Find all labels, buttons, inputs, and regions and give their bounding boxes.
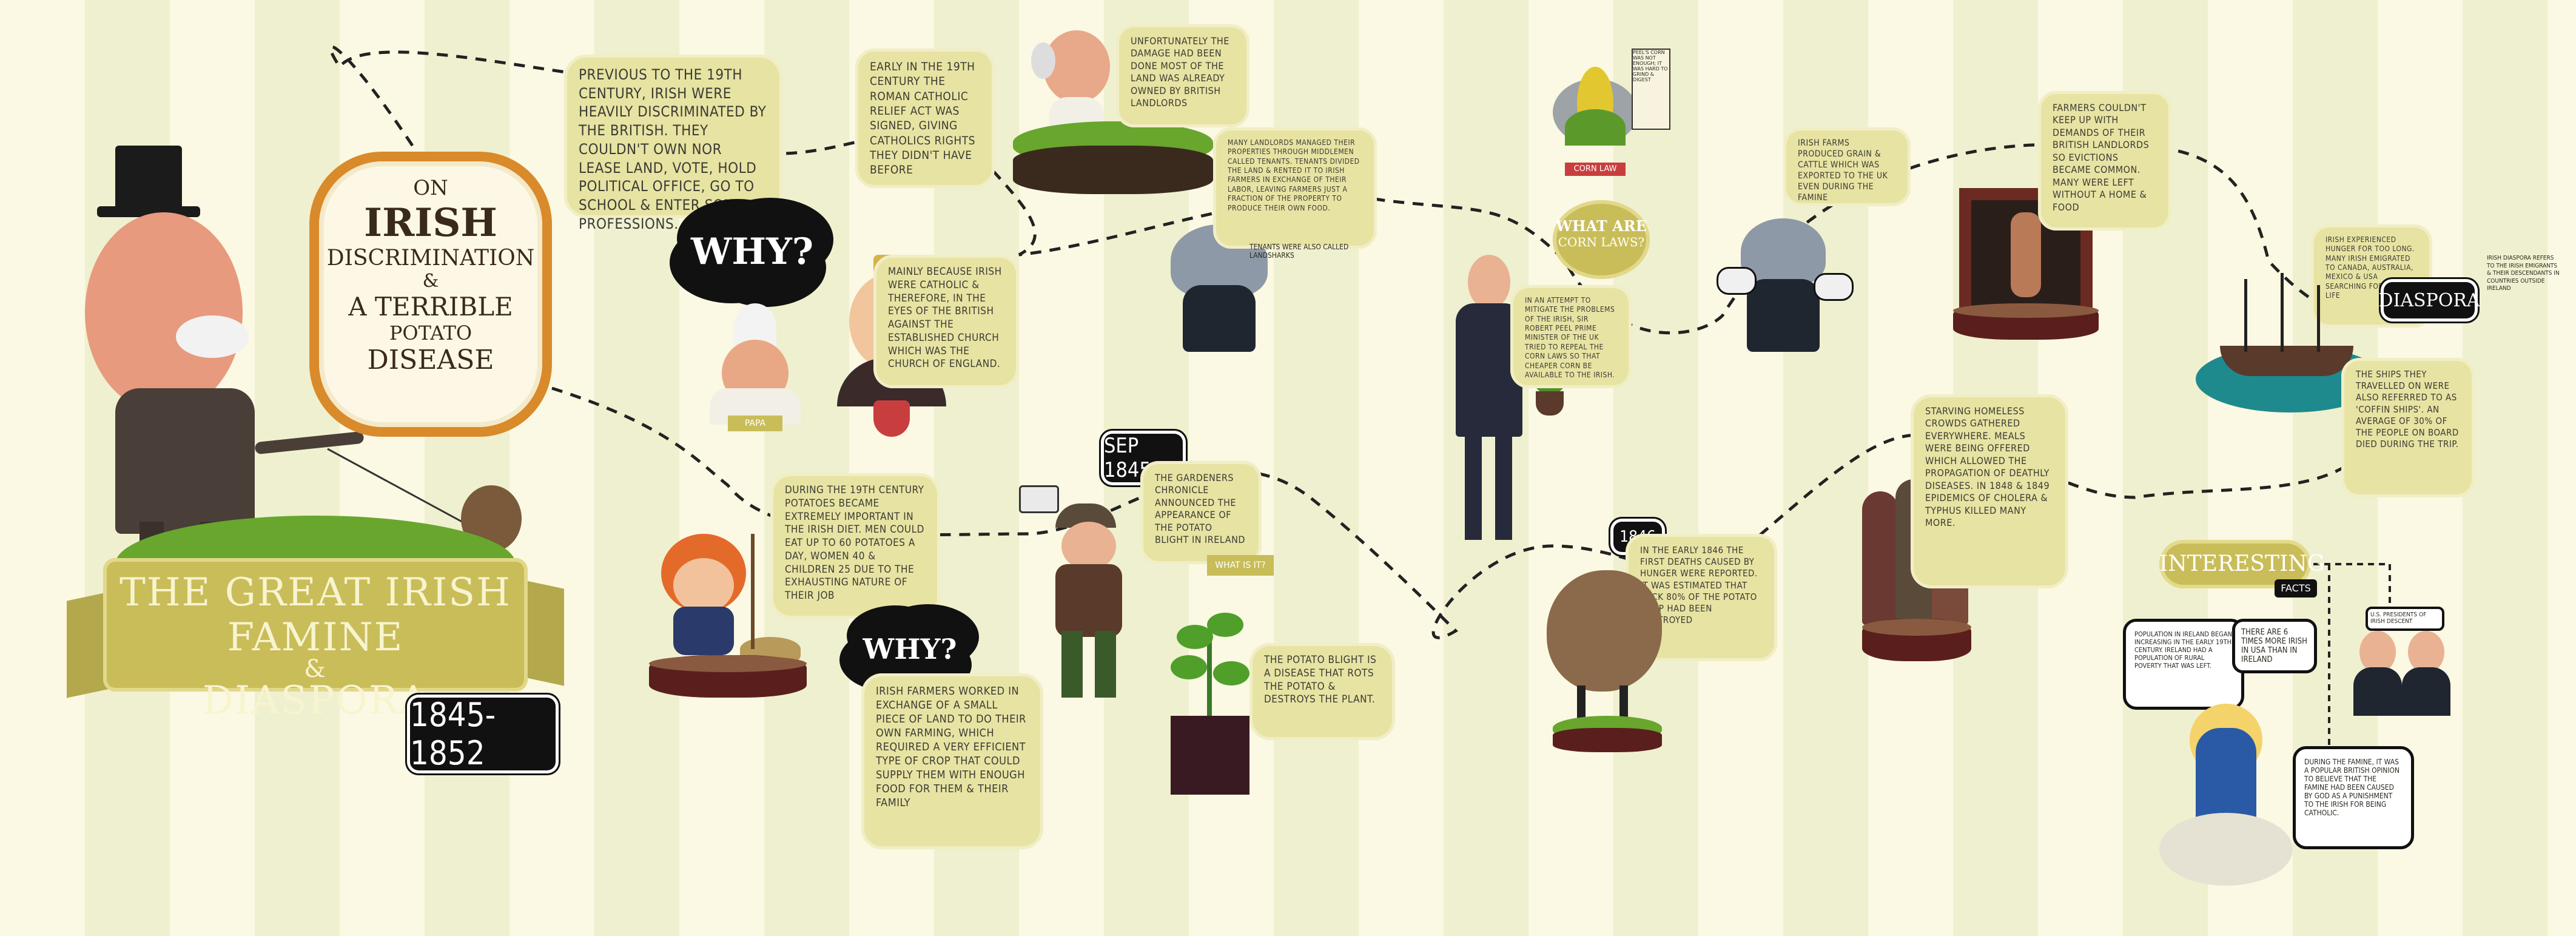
facts-tag: FACTS — [2275, 579, 2317, 598]
presidents-figures — [2353, 631, 2450, 728]
subtitle-frame: ON IRISH DISCRIMINATION & A TERRIBLE POT… — [309, 152, 552, 437]
note-tenants-sharks: TENANTS WERE ALSO CALLED LANDSHARKS — [1249, 243, 1349, 260]
pope-figure: PAPA — [710, 303, 807, 431]
fact-card-1: POPULATION IN IRELAND BEGAN INCREASING I… — [2123, 619, 2244, 710]
landlord-head — [85, 212, 243, 412]
note-attempt: IN AN ATTEMPT TO MITIGATE THE PROBLEMS O… — [1510, 285, 1632, 388]
subtitle-amp: & — [422, 271, 439, 292]
title-line1: THE GREAT IRISH FAMINE — [119, 570, 511, 660]
corn-newspaper-note: PEEL'S CORN WAS NOT ENOUGH; IT WAS HARD … — [1632, 49, 1670, 130]
diaspora-title: DIASPORA — [2378, 282, 2480, 318]
note-farmers-worked: IRISH FARMERS WORKED IN EXCHANGE OF A SM… — [861, 673, 1043, 849]
subtitle-discrimination: DISCRIMINATION — [326, 246, 535, 271]
note-farms-produced: IRISH FARMS PRODUCED GRAIN & CATTLE WHIC… — [1783, 127, 1911, 206]
subtitle-on: ON — [413, 176, 448, 200]
leash-line — [327, 448, 474, 529]
title-line2: DIASPORA — [202, 678, 429, 723]
farmer-figure — [1019, 485, 1140, 704]
why-cloud-1: WHY? — [685, 206, 819, 297]
sep-1845-tag: SEP 1845 — [1104, 434, 1183, 482]
cow-icon — [1717, 267, 1757, 295]
title-years: 1845-1852 — [410, 696, 556, 772]
title-amp: & — [304, 655, 327, 683]
banner-what-are: WHAT ARE — [1555, 217, 1647, 235]
fact-card-4: DURING THE FAMINE, IT WAS A POPULAR BRIT… — [2293, 746, 2414, 849]
rotten-potato-figure — [1547, 570, 1668, 752]
note-chronicle: THE GARDENERS CHRONICLE ANNOUNCED THE AP… — [1140, 461, 1262, 564]
corn-laws-banner: WHAT ARE CORN LAWS? — [1553, 200, 1650, 279]
title-banner: THE GREAT IRISH FAMINE & DIASPORA — [67, 558, 564, 723]
note-blight: THE POTATO BLIGHT IS A DISEASE THAT ROTS… — [1249, 643, 1395, 740]
note-starving: STARVING HOMELESS CROWDS GATHERED EVERYW… — [1911, 394, 2068, 588]
potato-plant-icon — [1171, 613, 1249, 795]
chronicle-sign: WHAT IS IT? — [1207, 555, 1274, 576]
corn-ribbon: CORN LAW — [1565, 163, 1626, 176]
landlord-suit — [115, 388, 255, 534]
child-eating-figure — [649, 534, 807, 698]
shark-with-cattle — [1717, 218, 1854, 358]
corn-icon — [1553, 67, 1638, 158]
subtitle-a-terrible: A TERRIBLE — [348, 292, 513, 322]
peel-figure — [1444, 255, 1541, 546]
eviction-hut — [1953, 188, 2099, 340]
subtitle-irish: IRISH — [364, 200, 497, 246]
cow-icon — [1814, 273, 1854, 301]
note-many-landlords: MANY LANDLORDS MANAGED THEIR PROPERTIES … — [1213, 127, 1377, 249]
note-previous: PREVIOUS TO THE 19TH CENTURY, IRISH WERE… — [564, 55, 782, 232]
landlord-figure — [85, 146, 365, 594]
top-hat-icon — [115, 146, 182, 212]
subtitle-disease: DISEASE — [367, 345, 494, 375]
note-mainly: MAINLY BECAUSE IRISH WERE CATHOLIC & THE… — [873, 255, 1019, 388]
note-diaspora-definition: IRISH DIASPORA REFERS TO THE IRISH EMIGR… — [2487, 255, 2560, 292]
fact-card-2: THERE ARE 6 TIMES MORE IRISH IN USA THAN… — [2232, 619, 2317, 673]
note-unfortunately: UNFORTUNATELY THE DAMAGE HAD BEEN DONE M… — [1116, 24, 1249, 127]
interesting-banner: INTERESTING — [2159, 540, 2325, 588]
fact-card-3: U.S. PRESIDENTS OF IRISH DESCENT — [2366, 607, 2444, 631]
note-farmers-couldnt: FARMERS COULDN'T KEEP UP WITH DEMANDS OF… — [2038, 91, 2171, 231]
note-early: EARLY IN THE 19TH CENTURY THE ROMAN CATH… — [855, 49, 995, 188]
note-potatoes: DURING THE 19TH CENTURY POTATOES BECAME … — [770, 473, 940, 619]
subtitle-potato: POTATO — [389, 322, 472, 345]
banner-corn-laws: CORN LAWS? — [1558, 235, 1645, 249]
god-cloud-figure — [2159, 704, 2293, 886]
pope-label: PAPA — [728, 416, 782, 431]
land-chunk-soil — [1013, 146, 1213, 194]
note-ships: THE SHIPS THEY TRAVELLED ON WERE ALSO RE… — [2341, 358, 2475, 497]
